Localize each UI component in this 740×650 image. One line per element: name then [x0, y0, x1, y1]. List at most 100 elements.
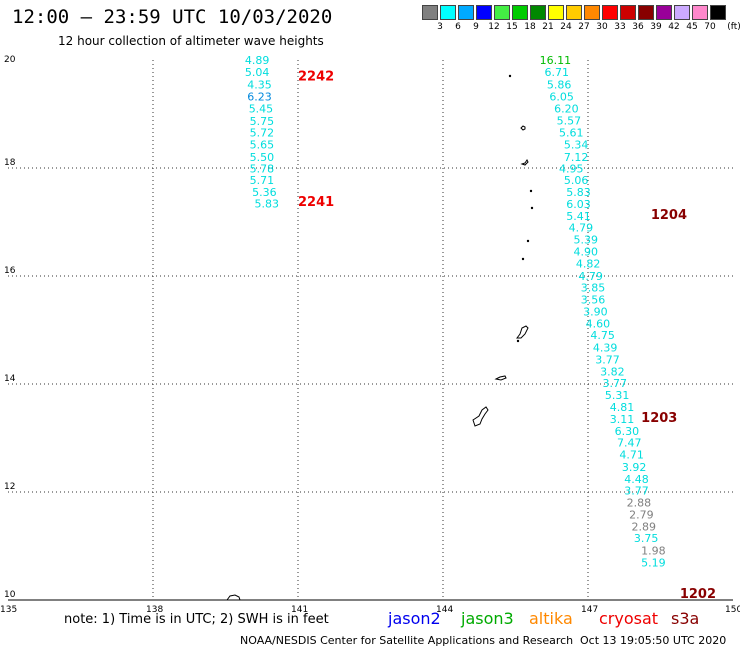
- satellite-name-jason2: jason2: [388, 609, 441, 628]
- wave-height-label: 5.39: [574, 234, 599, 247]
- wave-height-label: 5.86: [547, 79, 572, 92]
- wave-height-label: 6.30: [615, 425, 640, 438]
- legend-label: 24: [560, 22, 572, 32]
- wave-height-label: 4.75: [590, 329, 615, 342]
- island-dot: [529, 189, 533, 193]
- wave-height-label: 4.90: [574, 245, 599, 258]
- wave-height-label: 5.72: [250, 127, 275, 140]
- legend-label: 27: [578, 22, 590, 32]
- legend-label: 9: [473, 22, 479, 32]
- legend-swatch: [494, 5, 510, 20]
- lat-tick-label: 10: [4, 590, 16, 600]
- pass-id-label: 1203: [641, 411, 677, 426]
- wave-height-label: 3.90: [583, 305, 608, 318]
- wave-height-label: 2.89: [632, 520, 657, 533]
- legend-label: 45: [686, 22, 698, 32]
- wave-height-label: 3.11: [610, 413, 635, 426]
- island-north-2: [520, 159, 529, 166]
- island-guam: [472, 406, 489, 427]
- island-north-1: [520, 125, 526, 131]
- wave-height-label: 4.89: [245, 54, 269, 67]
- legend-label: 21: [542, 22, 554, 32]
- lat-tick-label: 14: [4, 374, 16, 384]
- legend-unit: (ft): [727, 22, 740, 32]
- wave-height-label: 4.48: [624, 473, 649, 486]
- wave-height-label: 6.20: [554, 102, 579, 115]
- wave-height-label: 5.36: [252, 186, 276, 199]
- wave-height-label: 3.85: [581, 282, 606, 295]
- wave-height-label: 5.06: [564, 174, 589, 187]
- wave-height-label: 6.23: [247, 91, 272, 104]
- legend-label: 33: [614, 22, 626, 32]
- wave-height-label: 3.92: [622, 461, 647, 474]
- page-title: 12:00 – 23:59 UTC 10/03/2020: [12, 6, 333, 28]
- wave-height-label: 1.98: [641, 545, 666, 558]
- wave-height-label: 6.03: [566, 198, 591, 211]
- wave-height-label: 5.04: [245, 66, 269, 79]
- wave-height-label: 5.50: [250, 151, 275, 164]
- pass-id-label: 1204: [651, 208, 687, 223]
- lon-tick-label: 150: [725, 605, 740, 615]
- island-dot: [516, 339, 520, 343]
- timestamp: Oct 13 19:05:50 UTC 2020: [580, 634, 727, 647]
- legend-label: 30: [596, 22, 608, 32]
- wave-height-label: 4.79: [578, 270, 603, 283]
- wave-height-label: 3.56: [581, 294, 606, 307]
- legend-label: 42: [668, 22, 680, 32]
- legend-swatch: [692, 5, 708, 20]
- legend-swatch: [512, 5, 528, 20]
- wave-height-label: 4.71: [619, 449, 644, 462]
- lon-tick-label: 138: [146, 605, 163, 615]
- legend-swatch: [566, 5, 582, 20]
- wave-height-label: 4.81: [610, 401, 635, 414]
- island-dot: [530, 206, 534, 210]
- legend-swatch: [674, 5, 690, 20]
- lat-tick-label: 12: [4, 482, 15, 492]
- footer-note: note: 1) Time is in UTC; 2) SWH is in fe…: [64, 612, 329, 627]
- wave-height-label: 5.83: [255, 197, 280, 210]
- legend-label: 12: [488, 22, 500, 32]
- satellite-name-jason3: jason3: [461, 609, 514, 628]
- wave-height-label: 5.75: [250, 115, 275, 128]
- legend-label: 70: [704, 22, 716, 32]
- wave-height-label: 3.77: [603, 377, 628, 390]
- lon-tick-label: 147: [581, 605, 598, 615]
- legend-swatch: [476, 5, 492, 20]
- lon-tick-label: 144: [436, 605, 453, 615]
- legend-swatch: [440, 5, 456, 20]
- satellite-name-cryosat: cryosat: [599, 609, 659, 628]
- island-dot: [526, 239, 530, 243]
- lon-tick-label: 141: [291, 605, 308, 615]
- lat-tick-label: 18: [4, 158, 16, 168]
- legend-label: 6: [455, 22, 461, 32]
- satellite-name-altika: altika: [529, 609, 573, 628]
- island-dot: [521, 257, 525, 261]
- legend-swatch: [656, 5, 672, 20]
- island-yap: [226, 594, 241, 601]
- pass-id-label: 1202: [680, 587, 716, 602]
- wave-height-label: 5.83: [566, 186, 591, 199]
- wave-height-label: 7.47: [617, 437, 642, 450]
- wave-height-label: 2.79: [629, 508, 654, 521]
- lon-tick-label: 135: [0, 605, 17, 615]
- wave-height-label: 4.79: [569, 222, 594, 235]
- wave-height-label: 5.31: [605, 389, 630, 402]
- legend-swatch: [638, 5, 654, 20]
- wave-height-label: 6.71: [545, 66, 570, 79]
- wave-height-label: 4.60: [586, 317, 611, 330]
- lat-tick-label: 16: [4, 266, 16, 276]
- pass-id-label: 2241: [298, 195, 334, 210]
- wave-height-label: 3.75: [634, 532, 659, 545]
- island-rota: [494, 375, 507, 381]
- wave-height-label: 4.82: [576, 257, 601, 270]
- legend-swatch: [710, 5, 726, 20]
- wave-height-label: 5.19: [641, 557, 666, 570]
- legend-label: 18: [524, 22, 536, 32]
- wave-height-label: 5.61: [559, 127, 584, 140]
- legend-label: 36: [632, 22, 644, 32]
- wave-height-label: 5.45: [249, 102, 274, 115]
- wave-height-label: 16.11: [540, 54, 572, 67]
- legend-swatch: [548, 5, 564, 20]
- wave-height-label: 4.39: [593, 342, 618, 355]
